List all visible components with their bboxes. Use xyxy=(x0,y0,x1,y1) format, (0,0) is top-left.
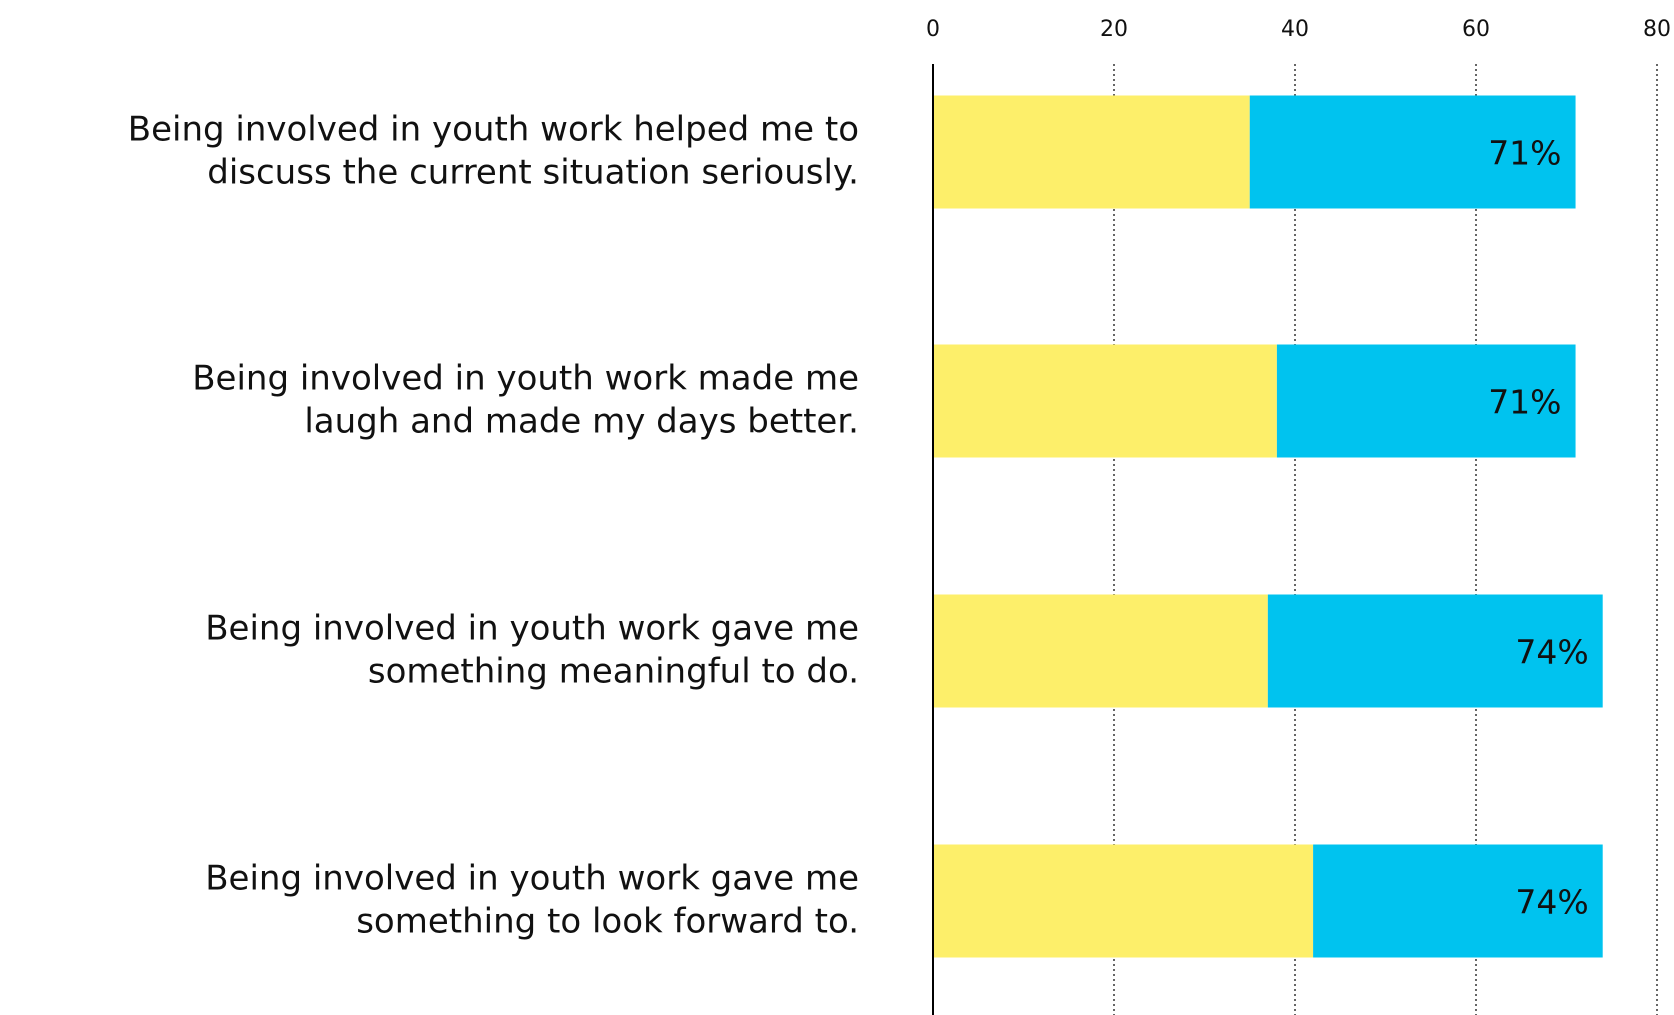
category-label: Being involved in youth work gave me xyxy=(205,859,859,899)
bar-segment xyxy=(1267,594,1603,708)
x-tick-label: 40 xyxy=(1281,17,1309,42)
category-label: discuss the current situation seriously. xyxy=(207,153,859,193)
bar-segment xyxy=(1276,344,1576,458)
bar-segment xyxy=(1313,844,1603,958)
value-label: 71% xyxy=(1488,134,1561,173)
category-label: something meaningful to do. xyxy=(368,652,859,692)
x-tick-label: 20 xyxy=(1100,17,1128,42)
value-label: 71% xyxy=(1488,383,1561,422)
value-label: 74% xyxy=(1515,883,1588,922)
bar-segment xyxy=(933,95,1250,209)
bar-segment xyxy=(1249,95,1576,209)
bar-segment xyxy=(933,844,1314,958)
category-label: laugh and made my days better. xyxy=(304,402,859,442)
category-label: Being involved in youth work helped me t… xyxy=(128,110,859,150)
value-label: 74% xyxy=(1515,633,1588,672)
category-label: Being involved in youth work made me xyxy=(192,359,859,399)
x-tick-label: 60 xyxy=(1462,17,1490,42)
bar-segment xyxy=(933,344,1277,458)
x-tick-label: 80 xyxy=(1643,17,1671,42)
category-label: Being involved in youth work gave me xyxy=(205,609,859,649)
bar-segment xyxy=(933,594,1268,708)
category-label: something to look forward to. xyxy=(356,902,859,942)
x-tick-label: 0 xyxy=(926,17,940,42)
